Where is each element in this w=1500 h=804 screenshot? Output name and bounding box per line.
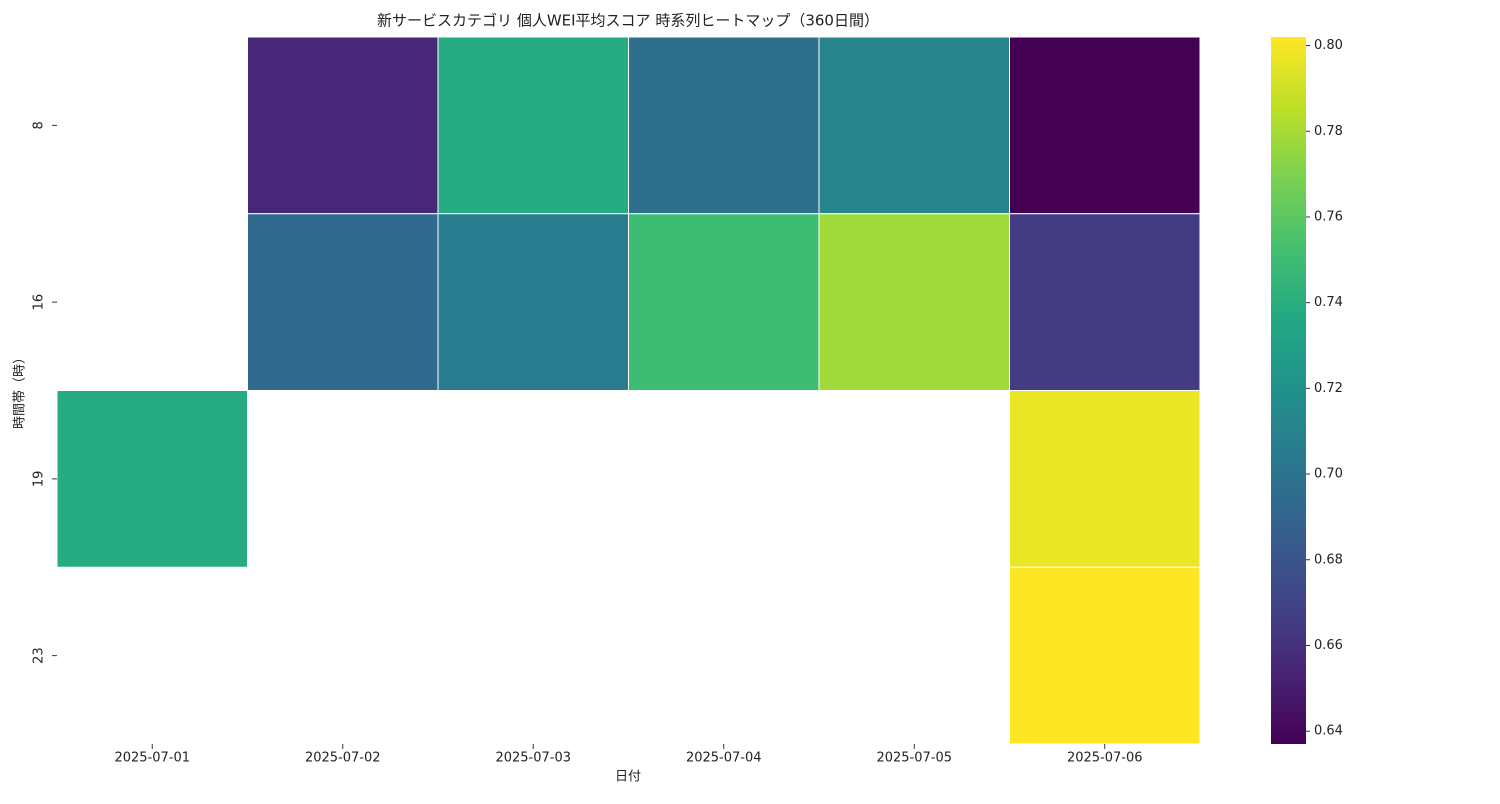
heatmap-cell xyxy=(628,36,820,215)
colorbar-tick-label: 0.64 xyxy=(1314,724,1343,739)
x-tick-label: 2025-07-04 xyxy=(686,751,762,766)
heatmap-cell xyxy=(1009,36,1201,215)
colorbar-tick-label: 0.72 xyxy=(1314,381,1343,396)
heatmap-cell xyxy=(437,36,629,215)
chart-title: 新サービスカテゴリ 個人WEI平均スコア 時系列ヒートマップ（360日間） xyxy=(377,12,879,30)
heatmap-cell xyxy=(437,213,629,391)
colorbar-tick-label: 0.80 xyxy=(1314,38,1343,53)
y-tick-label: 23 xyxy=(32,647,47,664)
colorbar-tick-label: 0.66 xyxy=(1314,638,1343,653)
x-tick-label: 2025-07-05 xyxy=(876,751,952,766)
x-tick-label: 2025-07-01 xyxy=(114,751,190,766)
heatmap-cell xyxy=(818,213,1010,391)
y-tick-label: 8 xyxy=(32,121,47,129)
colorbar-tick-label: 0.70 xyxy=(1314,467,1343,482)
heatmap-cell xyxy=(1009,213,1201,391)
heatmap-cell xyxy=(247,36,439,215)
heatmap-cell xyxy=(247,213,439,391)
heatmap-cell xyxy=(628,213,820,391)
heatmap-cell xyxy=(1009,390,1201,568)
colorbar-tick-label: 0.68 xyxy=(1314,552,1343,567)
colorbar-tick-label: 0.76 xyxy=(1314,209,1343,224)
colorbar xyxy=(1271,37,1306,744)
heatmap-cell xyxy=(56,390,248,568)
x-tick-label: 2025-07-03 xyxy=(495,751,571,766)
colorbar-tick-label: 0.78 xyxy=(1314,124,1343,139)
y-tick-label: 19 xyxy=(32,471,47,488)
x-tick-label: 2025-07-06 xyxy=(1067,751,1143,766)
heatmap-cell xyxy=(818,36,1010,215)
colorbar-tick-label: 0.74 xyxy=(1314,295,1343,310)
y-axis-label: 時間帯（時） xyxy=(13,351,28,429)
heatmap-cell xyxy=(1009,566,1201,745)
y-tick-label: 16 xyxy=(32,294,47,311)
x-tick-label: 2025-07-02 xyxy=(305,751,381,766)
x-axis-label: 日付 xyxy=(615,770,641,785)
